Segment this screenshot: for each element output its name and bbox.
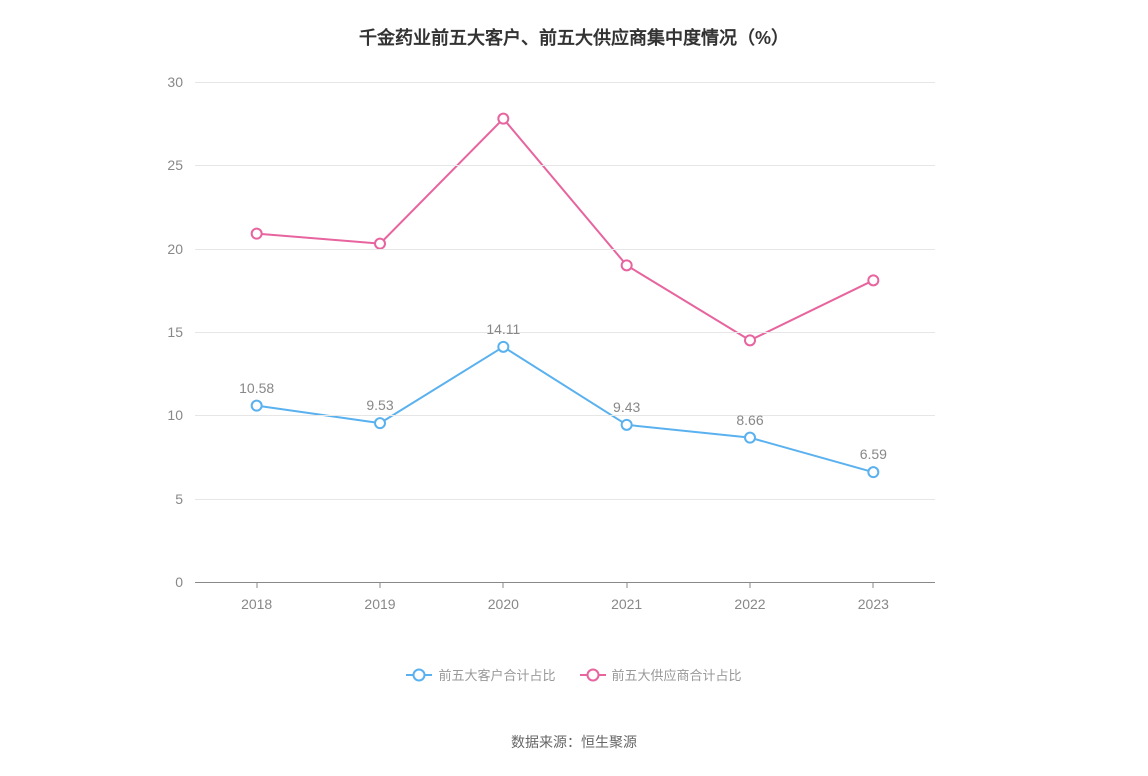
- grid-line: [195, 332, 935, 333]
- grid-line: [195, 415, 935, 416]
- chart-title: 千金药业前五大客户、前五大供应商集中度情况（%）: [0, 24, 1148, 50]
- y-axis-tick: 25: [167, 157, 183, 173]
- legend-swatch: [580, 669, 606, 681]
- series-marker-suppliers: [498, 114, 508, 124]
- data-label: 9.43: [613, 399, 640, 415]
- x-axis-tick-mark: [750, 582, 751, 588]
- data-label: 9.53: [366, 397, 393, 413]
- y-axis-tick: 10: [167, 407, 183, 423]
- x-axis-tick-mark: [626, 582, 627, 588]
- plot-area: 05101520253020182019202020212022202310.5…: [195, 82, 935, 582]
- y-axis-tick: 5: [175, 491, 183, 507]
- x-axis-tick-mark: [380, 582, 381, 588]
- series-marker-suppliers: [375, 239, 385, 249]
- y-axis-tick: 0: [175, 574, 183, 590]
- data-label: 6.59: [860, 446, 887, 462]
- series-marker-customers: [868, 467, 878, 477]
- series-marker-customers: [622, 420, 632, 430]
- grid-line: [195, 165, 935, 166]
- x-axis-tick: 2023: [858, 596, 889, 612]
- series-marker-customers: [745, 433, 755, 443]
- x-axis-line: [195, 582, 935, 583]
- legend-item-suppliers[interactable]: 前五大供应商合计占比: [580, 665, 742, 684]
- y-axis-tick: 15: [167, 324, 183, 340]
- series-marker-customers: [498, 342, 508, 352]
- source-attribution: 数据来源：恒生聚源: [0, 732, 1148, 752]
- data-label: 14.11: [486, 321, 520, 337]
- x-axis-tick-mark: [256, 582, 257, 588]
- series-marker-suppliers: [745, 335, 755, 345]
- legend-item-customers[interactable]: 前五大客户合计占比: [406, 665, 555, 684]
- x-axis-tick: 2020: [488, 596, 519, 612]
- legend-label: 前五大客户合计占比: [438, 665, 555, 684]
- data-label: 10.58: [239, 380, 274, 396]
- grid-line: [195, 499, 935, 500]
- x-axis-tick: 2021: [611, 596, 642, 612]
- legend-swatch: [406, 669, 432, 681]
- x-axis-tick: 2022: [734, 596, 765, 612]
- grid-line: [195, 249, 935, 250]
- x-axis-tick-mark: [503, 582, 504, 588]
- x-axis-tick: 2019: [364, 596, 395, 612]
- x-axis-tick-mark: [873, 582, 874, 588]
- series-marker-suppliers: [868, 275, 878, 285]
- y-axis-tick: 30: [167, 74, 183, 90]
- x-axis-tick: 2018: [241, 596, 272, 612]
- legend: 前五大客户合计占比 前五大供应商合计占比: [0, 665, 1148, 684]
- series-line-customers: [257, 347, 874, 472]
- grid-line: [195, 82, 935, 83]
- series-marker-suppliers: [622, 260, 632, 270]
- series-marker-customers: [375, 418, 385, 428]
- series-marker-suppliers: [252, 229, 262, 239]
- data-label: 8.66: [736, 412, 763, 428]
- y-axis-tick: 20: [167, 241, 183, 257]
- series-line-suppliers: [257, 119, 874, 341]
- legend-label: 前五大供应商合计占比: [612, 665, 742, 684]
- chart-container: 千金药业前五大客户、前五大供应商集中度情况（%） 051015202530201…: [0, 0, 1148, 776]
- series-marker-customers: [252, 401, 262, 411]
